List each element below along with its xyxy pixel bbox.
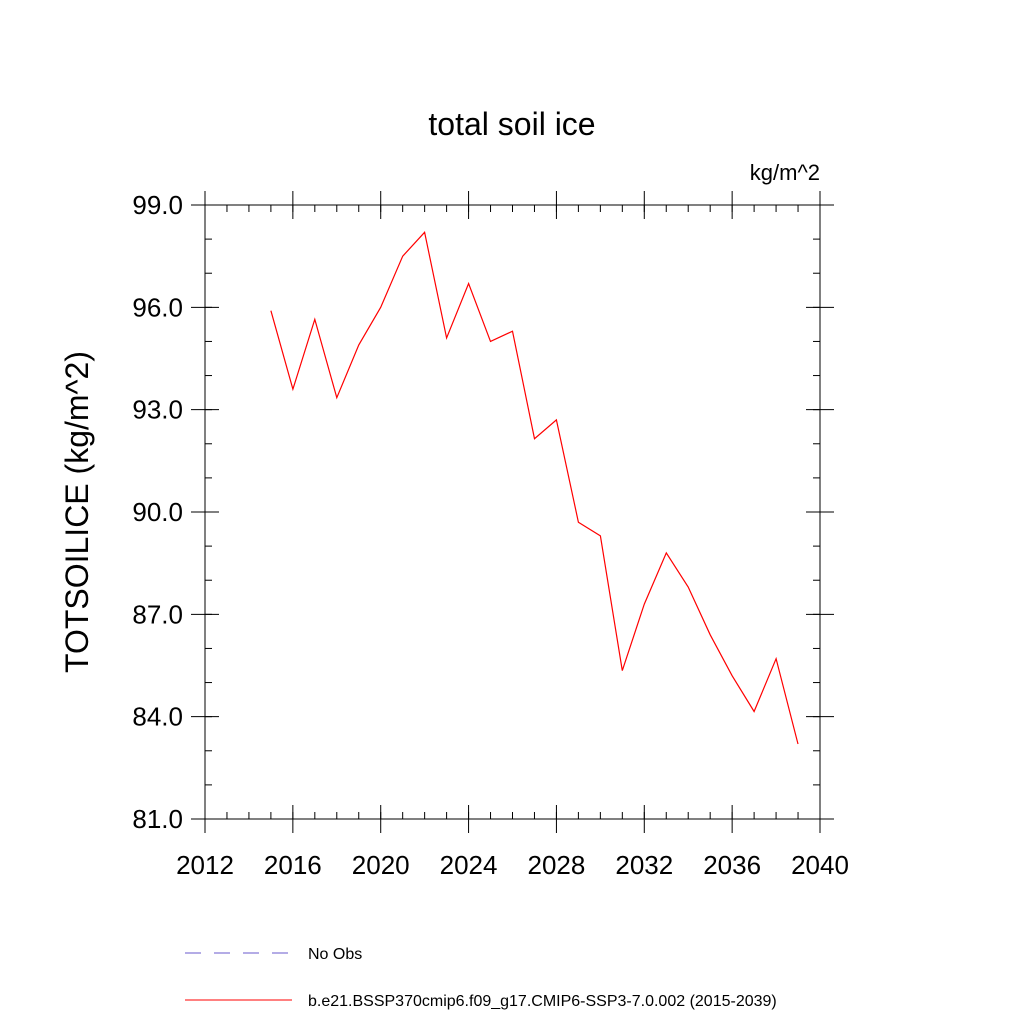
x-tick-label: 2028 xyxy=(528,850,586,880)
y-tick-label: 99.0 xyxy=(132,190,183,220)
legend: No Obs b.e21.BSSP370cmip6.f09_g17.CMIP6-S… xyxy=(185,946,777,1010)
x-tick-label: 2012 xyxy=(176,850,234,880)
plot-frame xyxy=(204,204,821,820)
legend-label: No Obs xyxy=(308,946,362,963)
legend-label: b.e21.BSSP370cmip6.f09_g17.CMIP6-SSP3-7.… xyxy=(308,993,777,1010)
x-tick-label: 2024 xyxy=(440,850,498,880)
y-tick-label: 93.0 xyxy=(132,395,183,425)
y-tick-label: 87.0 xyxy=(132,599,183,629)
chart-title: total soil ice xyxy=(428,106,595,142)
x-tick-label: 2032 xyxy=(615,850,673,880)
axis-tick-labels: 2012 2016 2020 2024 2028 2032 2036 2040 81.0 84.0… xyxy=(132,190,849,880)
units-label: kg/m^2 xyxy=(750,160,820,185)
x-tick-label: 2040 xyxy=(791,850,849,880)
y-tick-label: 84.0 xyxy=(132,702,183,732)
series-group xyxy=(270,231,799,745)
y-tick-label: 81.0 xyxy=(132,804,183,834)
y-tick-label: 96.0 xyxy=(132,292,183,322)
series-line xyxy=(270,231,799,745)
y-tick-label: 90.0 xyxy=(132,497,183,527)
axis-ticks xyxy=(191,191,834,833)
y-axis-label: TOTSOILICE (kg/m^2) xyxy=(59,351,95,673)
x-tick-label: 2016 xyxy=(264,850,322,880)
x-tick-label: 2020 xyxy=(352,850,410,880)
x-tick-label: 2036 xyxy=(703,850,761,880)
